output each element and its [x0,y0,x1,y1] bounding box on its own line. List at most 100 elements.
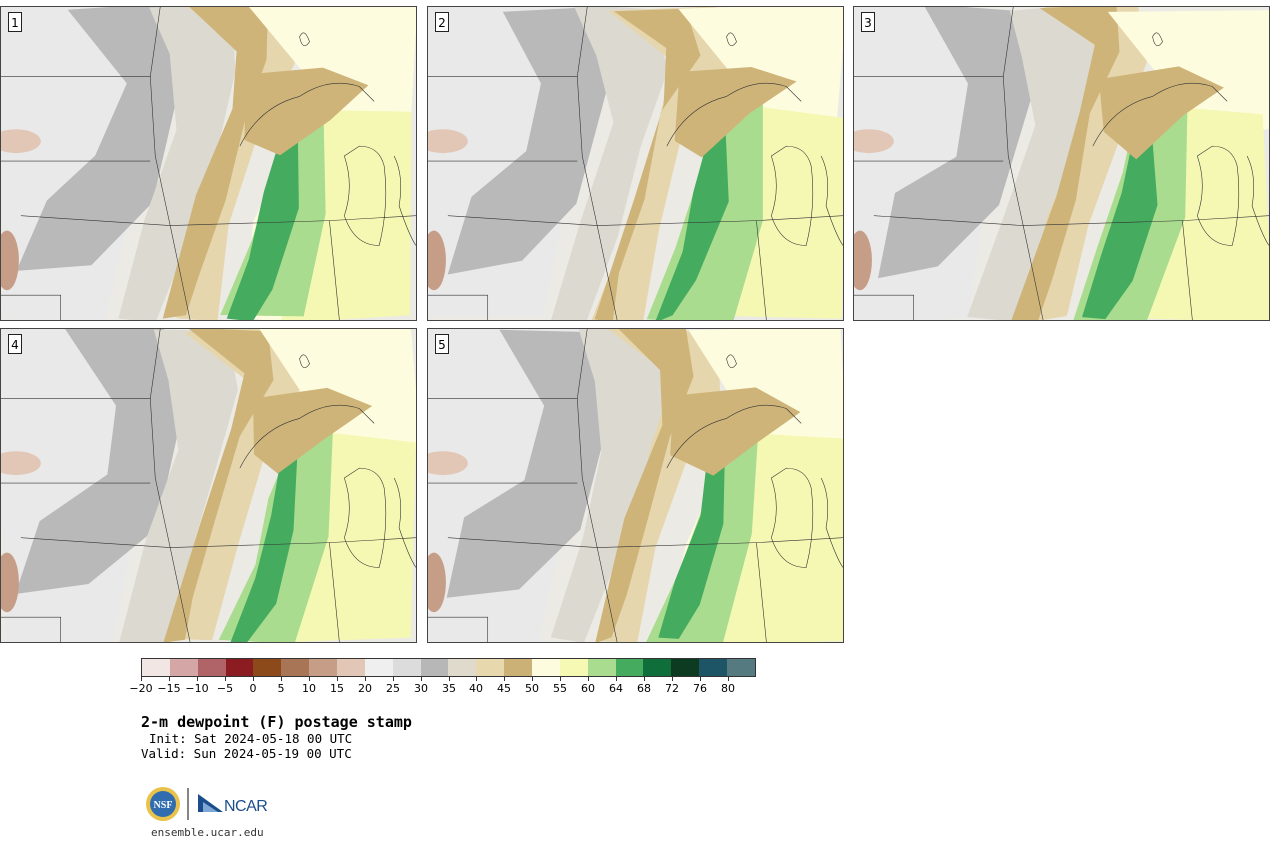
member-label: 2 [435,12,449,32]
logos: NSF NCAR [145,786,275,824]
colorbar-tick-label: 10 [302,682,316,695]
dewpoint-shading [1,329,416,642]
colorbar-swatch [142,659,170,676]
colorbar-tick-label: −15 [157,682,181,695]
member-panel-1: 1 [0,6,417,321]
colorbar-swatch [727,659,755,676]
colorbar-swatch [476,659,505,676]
colorbar-tick-label: −20 [129,682,153,695]
colorbar-swatch [253,659,282,676]
nsf-logo: NSF [146,787,180,821]
colorbar-tick-label: 55 [553,682,567,695]
colorbar-swatch [559,659,588,676]
colorbar-swatch [281,659,310,676]
dewpoint-shading [428,7,843,320]
member-panel-5: 5 [427,328,844,643]
member-label: 3 [861,12,875,32]
colorbar-tick [532,677,533,681]
colorbar-swatch [169,659,198,676]
boundaries [854,7,1269,320]
nsf-logo-text: NSF [154,800,173,811]
colorbar-tick-label: 5 [277,682,285,695]
colorbar-swatch [699,659,728,676]
colorbar-tick [225,677,226,681]
colorbar-tick [588,677,589,681]
member-panel-4: 4 [0,328,417,643]
dewpoint-map [428,329,843,642]
colorbar-tick [476,677,477,681]
colorbar-tick-label: 40 [469,682,483,695]
dewpoint-shading [854,7,1269,320]
colorbar-swatch [615,659,644,676]
boundaries [1,329,416,642]
colorbar-tick [309,677,310,681]
colorbar-swatch [420,659,449,676]
init-time: Init: Sat 2024-05-18 00 UTC [149,731,353,746]
colorbar-swatch [643,659,672,676]
colorbar-swatch [587,659,616,676]
colorbar-tick-label: −5 [216,682,234,695]
member-panel-3: 3 [853,6,1270,321]
colorbar-tick [504,677,505,681]
colorbar-tick-label: 80 [721,682,735,695]
colorbar-tick [169,677,170,681]
member-label: 5 [435,334,449,354]
colorbar-tick [365,677,366,681]
colorbar-tick [449,677,450,681]
colorbar-tick [728,677,729,681]
colorbar-swatch [504,659,533,676]
boundaries [1,7,416,320]
colorbar-tick [616,677,617,681]
colorbar-tick [644,677,645,681]
colorbar-tick [337,677,338,681]
dewpoint-map [1,329,416,642]
colorbar-tick [700,677,701,681]
colorbar-tick [281,677,282,681]
colorbar-tick-label: 60 [581,682,595,695]
dewpoint-map [1,7,416,320]
colorbar-swatch [197,659,226,676]
colorbar-tick [560,677,561,681]
colorbar-tick-label: 68 [637,682,651,695]
valid-time: Valid: Sun 2024-05-19 00 UTC [141,746,352,761]
colorbar-tick [197,677,198,681]
colorbar [141,658,756,677]
site-url: ensemble.ucar.edu [151,826,264,839]
colorbar-swatch [337,659,365,676]
colorbar-swatch [225,659,254,676]
colorbar-tick-label: 72 [665,682,679,695]
dewpoint-shading [1,7,416,320]
colorbar-swatch [392,659,421,676]
colorbar-tick-label: 64 [609,682,623,695]
dewpoint-shading [428,329,843,642]
colorbar-swatch [532,659,560,676]
colorbar-tick [393,677,394,681]
colorbar-swatch [309,659,338,676]
dewpoint-map [428,7,843,320]
colorbar-tick-label: 76 [693,682,707,695]
dewpoint-map [854,7,1269,320]
boundaries [428,7,843,320]
colorbar-swatch [448,659,477,676]
ncar-logo-text: NCAR [224,798,267,815]
plot-title: 2-m dewpoint (F) postage stamp [141,713,412,731]
colorbar-tick-label: 25 [386,682,400,695]
colorbar-tick-label: 50 [525,682,539,695]
colorbar-swatch [364,659,393,676]
colorbar-tick [421,677,422,681]
member-label: 1 [8,12,22,32]
boundaries [428,329,843,642]
colorbar-tick-label: 15 [330,682,344,695]
member-panel-2: 2 [427,6,844,321]
colorbar-ticks: −20 −15 −10 −5 0 5 10 15 20 25 30 35 40 45 50 55 60 64 68 7… [129,677,756,697]
colorbar-tick [141,677,142,681]
colorbar-tick-label: 45 [497,682,511,695]
colorbar-tick-label: 35 [442,682,456,695]
colorbar-tick-label: −10 [185,682,209,695]
member-label: 4 [8,334,22,354]
ncar-logo: NCAR [198,794,268,815]
colorbar-tick [672,677,673,681]
colorbar-tick [253,677,254,681]
colorbar-swatch [671,659,700,676]
colorbar-tick-label: 20 [358,682,372,695]
